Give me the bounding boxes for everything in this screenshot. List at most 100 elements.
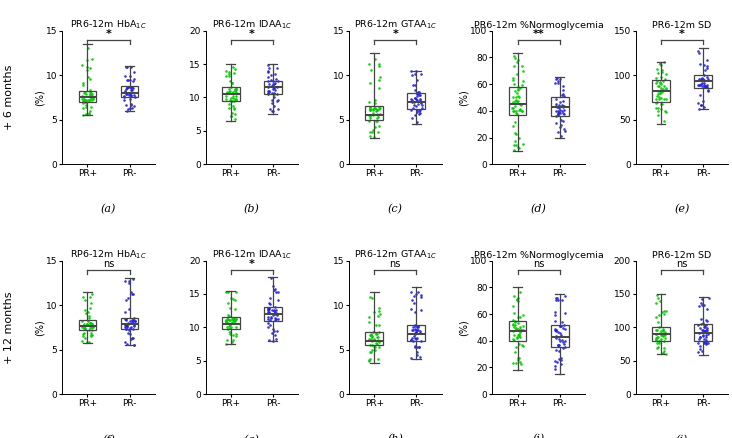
Point xyxy=(272,97,283,104)
Point xyxy=(81,320,93,327)
Point xyxy=(412,90,424,97)
Point xyxy=(651,336,662,343)
Text: (j): (j) xyxy=(676,434,688,438)
Point xyxy=(410,95,422,102)
Point xyxy=(128,103,140,110)
Point xyxy=(655,336,667,343)
Point xyxy=(268,94,280,101)
Point xyxy=(220,316,232,323)
Point xyxy=(654,84,666,91)
Point xyxy=(78,333,89,340)
Point xyxy=(80,335,92,342)
Point xyxy=(660,95,671,102)
Point xyxy=(76,95,88,102)
Point xyxy=(85,321,97,328)
Point xyxy=(413,326,425,333)
Point xyxy=(223,317,235,324)
Point xyxy=(229,297,241,304)
Point xyxy=(695,348,707,355)
Point xyxy=(507,360,519,367)
Point xyxy=(366,341,378,348)
Point xyxy=(650,337,662,344)
Point xyxy=(124,280,135,287)
Point xyxy=(221,316,233,323)
Point xyxy=(227,93,239,100)
Point xyxy=(414,330,425,337)
Point xyxy=(559,103,570,110)
Point xyxy=(85,92,97,99)
Point xyxy=(701,325,713,332)
Point xyxy=(510,141,522,148)
Point xyxy=(228,104,240,111)
Y-axis label: (%): (%) xyxy=(34,89,45,106)
Point xyxy=(550,335,561,342)
Point xyxy=(407,338,419,345)
Point xyxy=(126,87,138,94)
Point xyxy=(408,326,419,333)
Point xyxy=(122,84,133,91)
Point xyxy=(701,65,713,72)
Point xyxy=(124,84,135,91)
Point xyxy=(514,85,526,92)
Point xyxy=(557,102,569,109)
Point xyxy=(370,108,381,115)
Point xyxy=(655,332,667,339)
Point xyxy=(409,81,421,88)
Point xyxy=(86,324,98,331)
Point xyxy=(552,342,564,349)
Point xyxy=(557,87,569,94)
Point xyxy=(657,332,668,339)
Point xyxy=(122,321,134,328)
Point xyxy=(363,60,375,67)
Point xyxy=(660,335,671,342)
Point xyxy=(369,104,381,111)
Point xyxy=(82,322,94,329)
Point xyxy=(416,337,427,344)
Point xyxy=(557,344,569,351)
Point xyxy=(225,112,237,119)
Point xyxy=(363,111,375,118)
Point xyxy=(367,328,379,336)
Point xyxy=(654,329,666,336)
Point xyxy=(224,328,236,336)
Point xyxy=(550,75,561,82)
Point xyxy=(220,67,231,74)
Point xyxy=(119,88,130,95)
Point xyxy=(271,311,283,318)
Point xyxy=(122,106,134,113)
Point xyxy=(557,90,569,97)
Point xyxy=(269,314,281,321)
Point xyxy=(268,307,280,314)
Point xyxy=(365,348,377,355)
Point xyxy=(226,90,238,97)
Point xyxy=(514,288,526,295)
Point xyxy=(512,98,524,105)
Text: (e): (e) xyxy=(674,205,690,215)
Point xyxy=(266,329,278,336)
Point xyxy=(373,77,384,84)
Point xyxy=(267,283,279,290)
Point xyxy=(262,68,274,75)
Point xyxy=(654,60,666,67)
Point xyxy=(553,112,564,119)
Point xyxy=(698,104,710,111)
Point xyxy=(507,321,519,328)
Point xyxy=(552,79,564,86)
Text: (a): (a) xyxy=(101,205,116,215)
Point xyxy=(650,100,662,107)
Point xyxy=(559,293,571,300)
Point xyxy=(408,293,419,300)
Point xyxy=(692,82,703,89)
Point xyxy=(229,88,241,95)
Point xyxy=(271,75,283,82)
Point xyxy=(657,100,668,107)
Point xyxy=(695,76,706,83)
Point xyxy=(411,76,423,83)
Point xyxy=(266,107,278,114)
Point xyxy=(553,356,565,363)
Point xyxy=(554,124,566,131)
Point xyxy=(124,331,136,338)
Point xyxy=(693,81,705,88)
Point xyxy=(511,334,523,341)
Point xyxy=(652,294,664,301)
